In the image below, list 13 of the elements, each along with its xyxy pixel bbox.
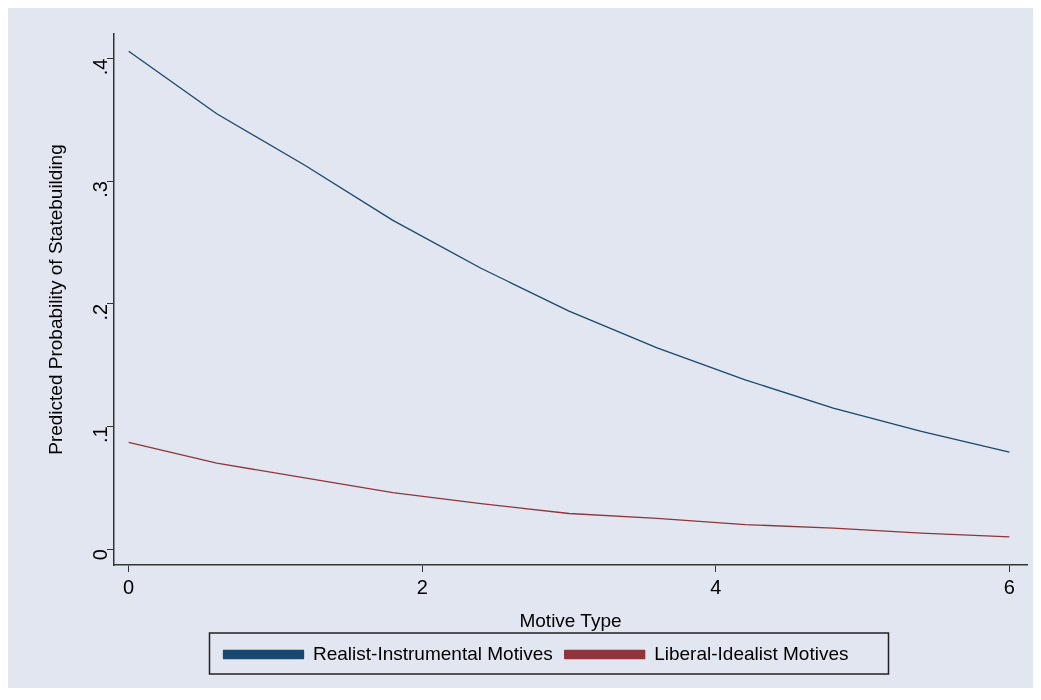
y-tick-label: .4 xyxy=(88,58,111,76)
y-tick-label: 0 xyxy=(88,549,111,561)
y-axis-title: Predicted Probability of Statebuilding xyxy=(44,144,66,455)
x-tick-label: 4 xyxy=(710,575,722,598)
x-tick-label: 6 xyxy=(1003,575,1015,598)
x-axis-title: Motive Type xyxy=(519,609,622,631)
y-tick-label: .3 xyxy=(88,181,111,198)
x-tick-label: 2 xyxy=(416,575,428,598)
legend-label: Liberal-Idealist Motives xyxy=(654,642,849,664)
y-tick-label: .2 xyxy=(88,303,111,321)
y-tick-label: .1 xyxy=(88,426,111,444)
legend-label: Realist-Instrumental Motives xyxy=(313,642,553,664)
x-tick-label: 0 xyxy=(123,575,135,598)
